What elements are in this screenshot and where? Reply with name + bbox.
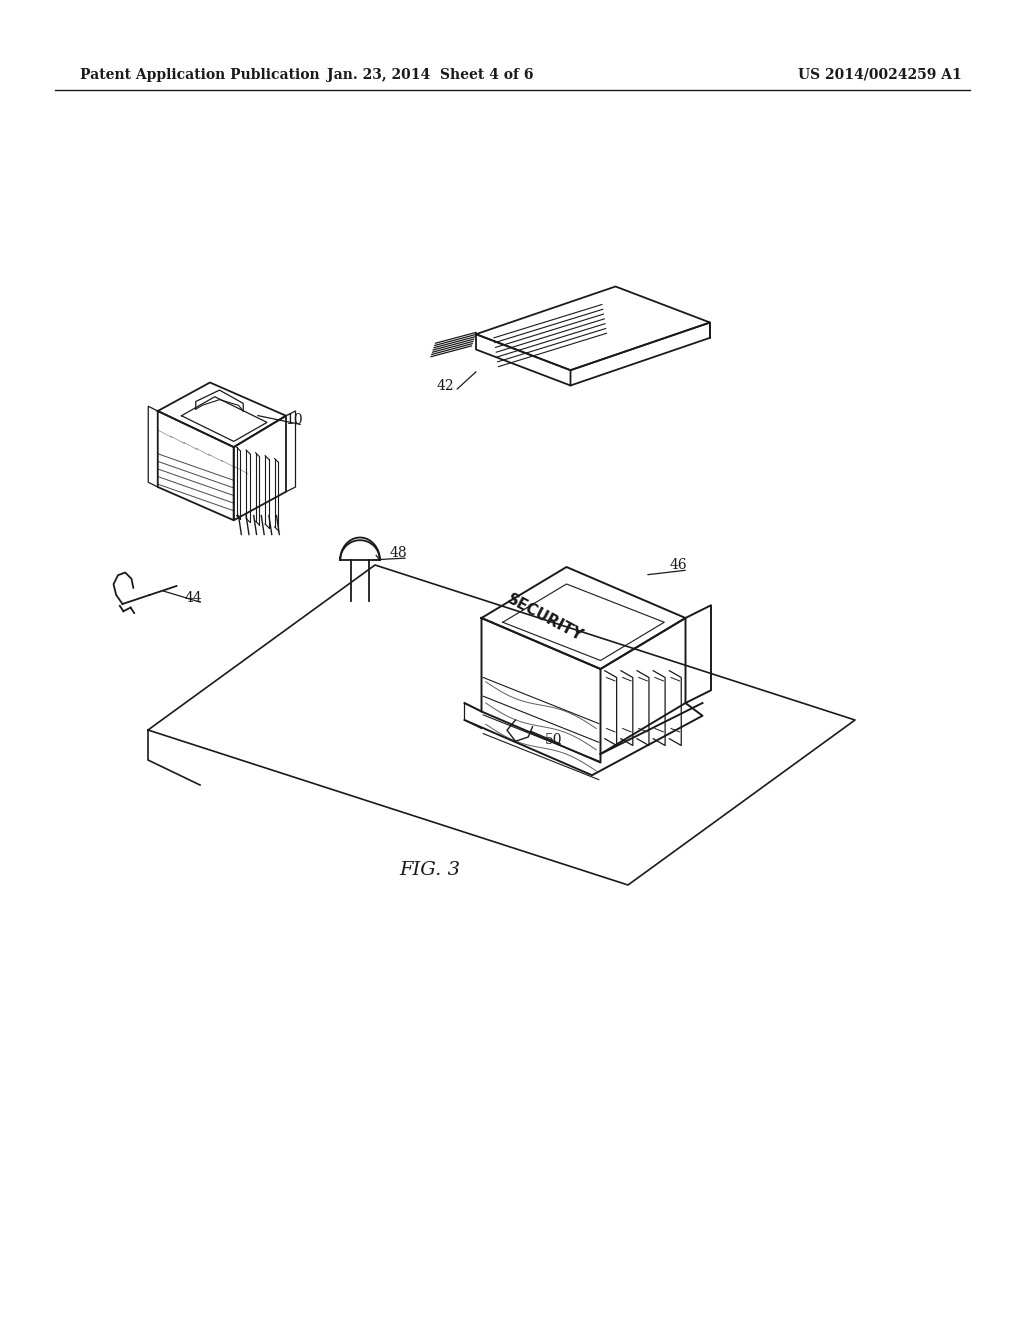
Text: 44: 44 — [185, 591, 203, 605]
Text: 50: 50 — [545, 733, 562, 747]
Text: 10: 10 — [285, 413, 303, 426]
Text: FIG. 3: FIG. 3 — [399, 861, 461, 879]
Text: SECURITY: SECURITY — [505, 591, 586, 644]
Text: Patent Application Publication: Patent Application Publication — [80, 69, 319, 82]
Text: 42: 42 — [437, 379, 455, 393]
Text: US 2014/0024259 A1: US 2014/0024259 A1 — [798, 69, 962, 82]
Text: 48: 48 — [390, 546, 408, 560]
Text: 46: 46 — [670, 558, 688, 572]
Text: Jan. 23, 2014  Sheet 4 of 6: Jan. 23, 2014 Sheet 4 of 6 — [327, 69, 534, 82]
